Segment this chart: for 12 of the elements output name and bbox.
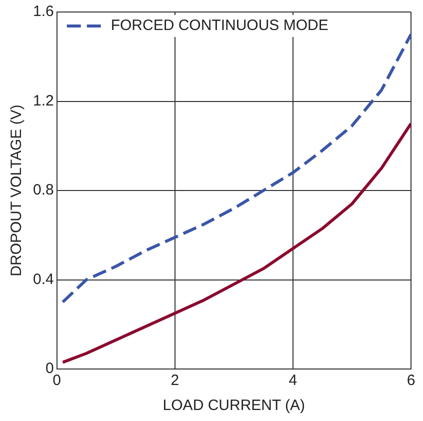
legend-label: FORCED CONTINUOUS MODE — [110, 17, 328, 34]
x-tick-label: 6 — [406, 372, 416, 390]
y-tick-label: 1.6 — [32, 3, 54, 20]
x-tick-label: 2 — [170, 372, 180, 390]
y-tick-label: 0.4 — [32, 270, 54, 288]
x-tick-label: 4 — [288, 372, 298, 390]
y-tick-label: 0.8 — [32, 182, 54, 199]
y-tick-label: 0 — [46, 360, 54, 378]
x-axis-title: LOAD CURRENT (A) — [162, 397, 306, 414]
y-tick-label: 1.2 — [32, 92, 54, 110]
line-series — [61, 32, 411, 304]
y-axis-title: DROPOUT VOLTAGE (V) — [8, 104, 26, 276]
